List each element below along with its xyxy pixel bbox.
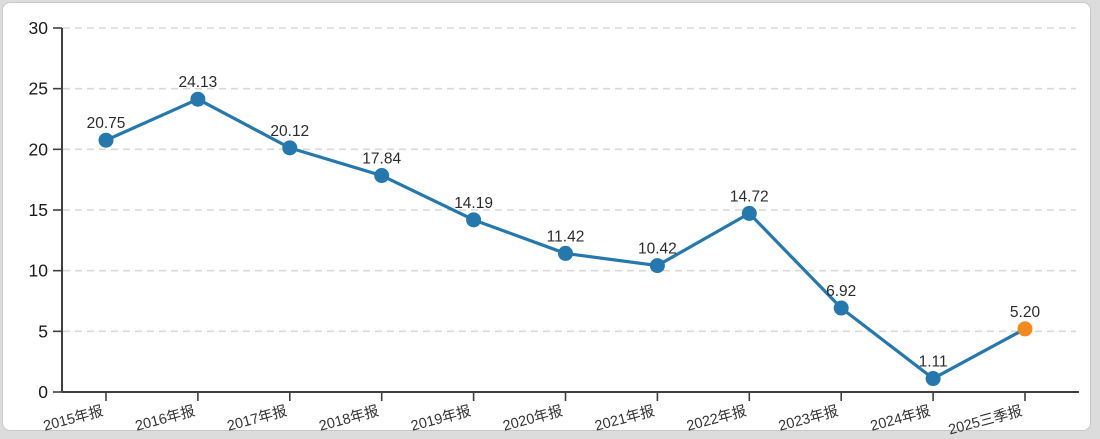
data-point-marker[interactable]	[190, 91, 206, 107]
data-point-label: 24.13	[179, 74, 218, 91]
data-point-marker[interactable]	[466, 212, 482, 228]
data-point-label: 17.84	[362, 151, 401, 168]
data-point-marker[interactable]	[833, 300, 849, 316]
data-point-label: 5.20	[1010, 304, 1041, 321]
data-point-marker[interactable]	[1017, 321, 1033, 337]
x-tick-label: 2019年报	[409, 402, 473, 434]
data-point-marker[interactable]	[558, 245, 573, 261]
x-tick-label: 2016年报	[133, 402, 197, 434]
data-point-label: 6.92	[826, 283, 856, 300]
y-tick-label: 30	[29, 18, 49, 38]
x-tick-label: 2017年报	[225, 402, 289, 434]
data-point-label: 14.72	[730, 188, 769, 205]
y-tick-label: 15	[29, 200, 48, 220]
data-point-label: 20.75	[87, 115, 126, 132]
data-point-marker[interactable]	[741, 205, 757, 221]
y-tick-label: 5	[38, 321, 48, 341]
y-tick-label: 25	[29, 79, 48, 99]
data-point-label: 14.19	[454, 195, 493, 212]
y-tick-label: 20	[29, 139, 49, 159]
data-point-marker[interactable]	[282, 140, 298, 156]
y-tick-label: 0	[38, 382, 48, 402]
x-tick-label: 2015年报	[41, 402, 105, 434]
data-point-label: 11.42	[547, 228, 585, 245]
data-point-marker[interactable]	[925, 371, 941, 387]
x-tick-label: 2020年报	[501, 402, 565, 434]
x-tick-label: 2025三季报	[946, 402, 1024, 438]
data-point-marker[interactable]	[649, 258, 665, 274]
data-point-label: 1.11	[919, 354, 948, 371]
x-tick-label: 2023年报	[777, 402, 841, 434]
data-point-label: 10.42	[638, 241, 677, 258]
x-tick-label: 2021年报	[593, 402, 657, 434]
x-tick-label: 2022年报	[685, 402, 749, 434]
y-tick-label: 10	[29, 261, 49, 281]
data-point-label: 20.12	[270, 123, 309, 140]
data-point-marker[interactable]	[374, 168, 390, 184]
x-tick-label: 2024年报	[869, 402, 933, 434]
x-tick-label: 2018年报	[317, 402, 381, 434]
data-point-marker[interactable]	[98, 132, 114, 148]
